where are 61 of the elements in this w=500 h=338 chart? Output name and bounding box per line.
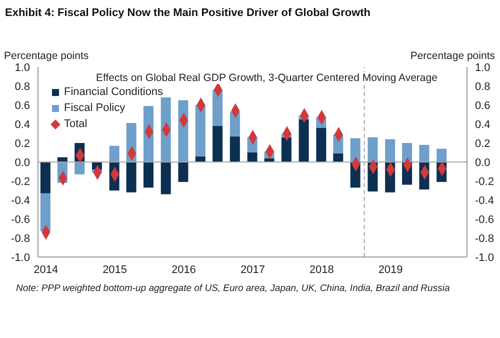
- bar: [436, 148, 447, 162]
- y2-tick-label: 1.0: [475, 62, 490, 74]
- x-tick-label: 2015: [102, 264, 128, 276]
- bar: [385, 139, 396, 162]
- bar: [40, 193, 50, 232]
- bar: [126, 162, 136, 192]
- x-tick-label: 2016: [171, 264, 196, 276]
- y2-tick-label: 0.2: [475, 138, 490, 150]
- bar: [195, 105, 206, 156]
- legend-label: Financial Conditions: [64, 85, 164, 100]
- y2-tick-label: -1.0: [475, 252, 494, 264]
- legend-label: Fiscal Policy: [64, 101, 126, 116]
- y-tick-label: 1.0: [14, 62, 30, 74]
- y2-tick-label: -0.8: [475, 232, 494, 245]
- chart-title: Exhibit 4: Fiscal Policy Now the Main Positive Driver of Global Growth: [5, 7, 371, 19]
- y-tick-label: -0.4: [11, 194, 30, 207]
- bar: [212, 90, 223, 126]
- bar: [109, 146, 120, 162]
- bar: [160, 97, 171, 162]
- y2-tick-label: 0.4: [475, 118, 490, 131]
- y-tick-label: 0.4: [14, 118, 30, 131]
- bar: [419, 144, 430, 162]
- x-tick-label: 2017: [240, 264, 266, 276]
- bar: [368, 137, 378, 162]
- y2-tick-label: 0.0: [475, 156, 490, 169]
- y2-tick-label: 0.6: [475, 100, 490, 112]
- legend-label: Total: [64, 117, 88, 132]
- bar: [143, 162, 154, 188]
- x-tick-label: 2014: [34, 264, 58, 276]
- text: Effects on Global Real GDP Growth, 3-Quarter Centered Moving Average: [95, 72, 438, 84]
- y2-tick-label: 0.8: [475, 80, 490, 93]
- bar: [178, 162, 188, 182]
- y-tick-label: -0.6: [11, 214, 30, 226]
- bar: [298, 119, 309, 162]
- text: Note: PPP weighted bottom-up aggregate of US, Euro area, Japan, UK, China, India, Brazil and Russia: [16, 283, 450, 294]
- y-tick-label: 0.2: [14, 138, 30, 150]
- y-tick-label: 0.0: [14, 156, 30, 169]
- y2-tick-label: -0.2: [475, 176, 494, 188]
- bar: [40, 162, 50, 194]
- y-tick-label: -0.8: [11, 232, 30, 245]
- bar: [333, 153, 344, 162]
- y2-tick-label: -0.4: [475, 194, 494, 207]
- y-tick-label: -0.2: [11, 176, 30, 188]
- bar: [160, 162, 171, 194]
- y-tick-label: 0.8: [14, 80, 30, 93]
- bar: [247, 152, 258, 162]
- y-axis-title: Percentage points: [4, 50, 89, 62]
- bar: [402, 143, 412, 162]
- y-tick-label: 0.6: [14, 100, 30, 112]
- y-tick-label: -1.0: [11, 252, 30, 264]
- bar: [316, 128, 326, 162]
- bar: [212, 126, 223, 162]
- y2-axis-title: Percentage points: [410, 50, 495, 62]
- bar: [281, 137, 292, 162]
- x-tick-label: 2019: [378, 264, 403, 276]
- bar: [350, 138, 360, 162]
- bar: [230, 112, 240, 136]
- bar: [230, 136, 240, 162]
- x-tick-label: 2018: [309, 264, 334, 276]
- y2-tick-label: -0.6: [475, 214, 494, 226]
- bar: [74, 162, 85, 174]
